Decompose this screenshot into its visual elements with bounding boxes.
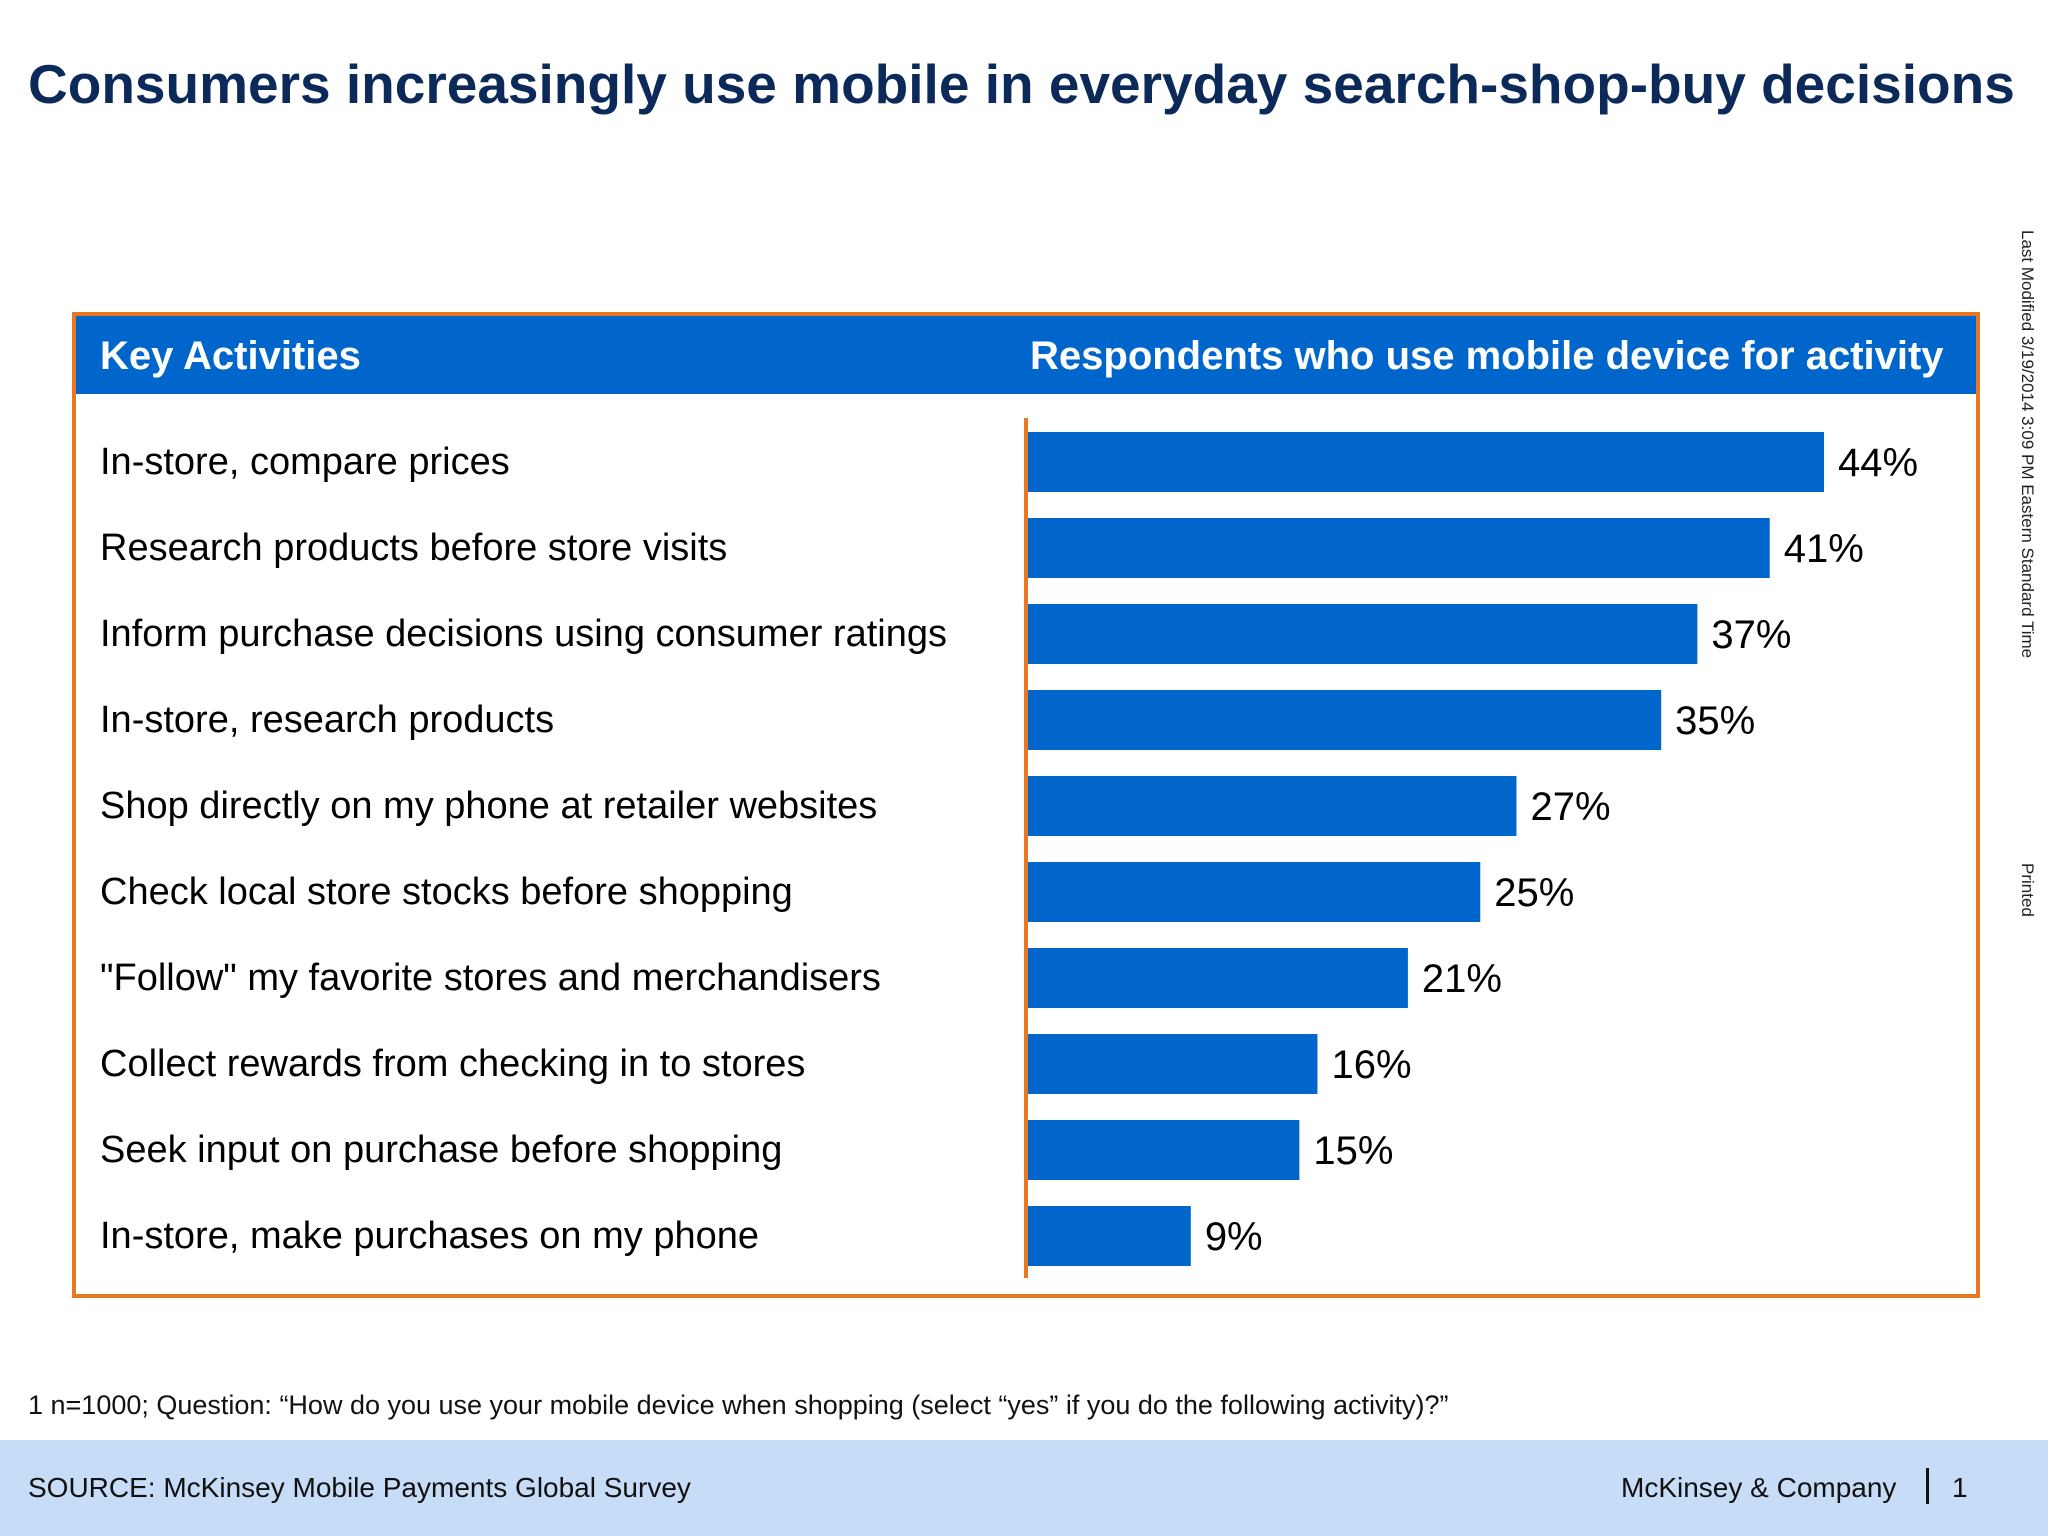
footer-separator	[1926, 1468, 1929, 1504]
footnote: 1 n=1000; Question: “How do you use your…	[28, 1390, 1449, 1420]
brand-name: McKinsey & Company	[1621, 1472, 1897, 1503]
data-label: 41%	[1784, 527, 1864, 571]
category-label: In-store, compare prices	[100, 441, 510, 483]
category-label: Check local store stocks before shopping	[100, 871, 793, 913]
page-title: Consumers increasingly use mobile in eve…	[28, 53, 2015, 115]
bar	[1028, 862, 1481, 922]
bar	[1028, 1206, 1191, 1266]
category-label: "Follow" my favorite stores and merchand…	[100, 957, 881, 999]
data-label: 21%	[1422, 957, 1502, 1001]
column-header-respondents: Respondents who use mobile device for ac…	[1030, 334, 1944, 378]
data-label: 15%	[1313, 1129, 1393, 1173]
bar	[1028, 1034, 1318, 1094]
data-label: 9%	[1205, 1215, 1263, 1259]
footer-bar: SOURCE: McKinsey Mobile Payments Global …	[0, 1440, 2048, 1536]
data-label: 35%	[1675, 699, 1755, 743]
data-label: 16%	[1331, 1043, 1411, 1087]
printed-note: Printed	[2018, 863, 2037, 917]
chart-panel: Key Activities Respondents who use mobil…	[72, 312, 1980, 1298]
category-label: Research products before store visits	[100, 527, 728, 569]
source-note: SOURCE: McKinsey Mobile Payments Global …	[28, 1472, 691, 1503]
bar	[1028, 604, 1698, 664]
bar-chart: 44% 41% 37% 35% 27% 25% 21%16% 15% 9%	[1024, 418, 1918, 1278]
page-number: 1	[1952, 1472, 1968, 1503]
bar	[1028, 1120, 1300, 1180]
last-modified-note: Last Modified 3/19/2014 3:09 PM Eastern …	[2018, 230, 2037, 659]
bar	[1028, 690, 1662, 750]
category-label: In-store, research products	[100, 699, 555, 741]
column-header-activities: Key Activities	[100, 334, 361, 378]
category-label: Shop directly on my phone at retailer we…	[100, 785, 878, 827]
data-label: 37%	[1711, 613, 1791, 657]
category-labels: In-store, compare prices Research product…	[100, 316, 1090, 1294]
category-label: Seek input on purchase before shopping	[100, 1129, 783, 1171]
category-label: Inform purchase decisions using consumer…	[100, 613, 947, 655]
data-label: 27%	[1530, 785, 1610, 829]
data-label: 44%	[1838, 441, 1918, 485]
bar	[1028, 432, 1824, 492]
bar	[1028, 518, 1770, 578]
bar	[1028, 948, 1408, 1008]
bar	[1028, 776, 1517, 836]
data-label: 25%	[1494, 871, 1574, 915]
category-label: Collect rewards from checking in to stor…	[100, 1043, 806, 1085]
category-label: In-store, make purchases on my phone	[100, 1215, 760, 1257]
panel-header: Key Activities Respondents who use mobil…	[76, 316, 1976, 394]
